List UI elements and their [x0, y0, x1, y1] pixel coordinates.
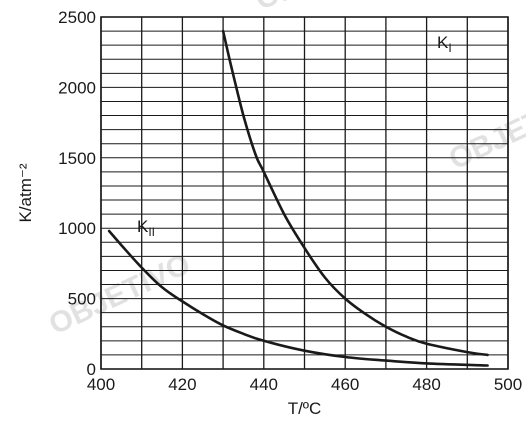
curve-labels: KI KII [137, 33, 452, 239]
curve-label-ki: KI [437, 33, 452, 55]
watermark-layer: OBJETIVOOBJETIVOOBJETIVO [44, 0, 526, 341]
x-axis-title: T/ºC [288, 399, 322, 418]
y-tick-label: 1500 [58, 149, 96, 168]
x-tick-label: 480 [412, 375, 440, 394]
x-tick-label: 420 [168, 375, 196, 394]
watermark-text: OBJETIVO [251, 0, 405, 17]
series-line-ki [221, 29, 489, 357]
plot-frame [100, 16, 509, 370]
curves [107, 29, 489, 367]
y-tick-label: 2000 [58, 78, 96, 97]
x-tick-label: 500 [494, 375, 522, 394]
tick-labels: 400 420 440 460 480 500 0 500 1000 1500 2000 2500 [58, 8, 522, 394]
x-tick-label: 440 [250, 375, 278, 394]
y-tick-label: 1000 [58, 219, 96, 238]
y-tick-label: 0 [87, 360, 96, 379]
x-tick-label: 460 [331, 375, 359, 394]
y-tick-label: 500 [68, 290, 96, 309]
y-axis-title: K/atm⁻² [16, 163, 35, 222]
curve-label-kii: KII [137, 217, 155, 239]
grid [100, 16, 509, 370]
y-tick-label: 2500 [58, 8, 96, 27]
series-line-kii [107, 229, 489, 367]
x-tick-label: 400 [87, 375, 115, 394]
